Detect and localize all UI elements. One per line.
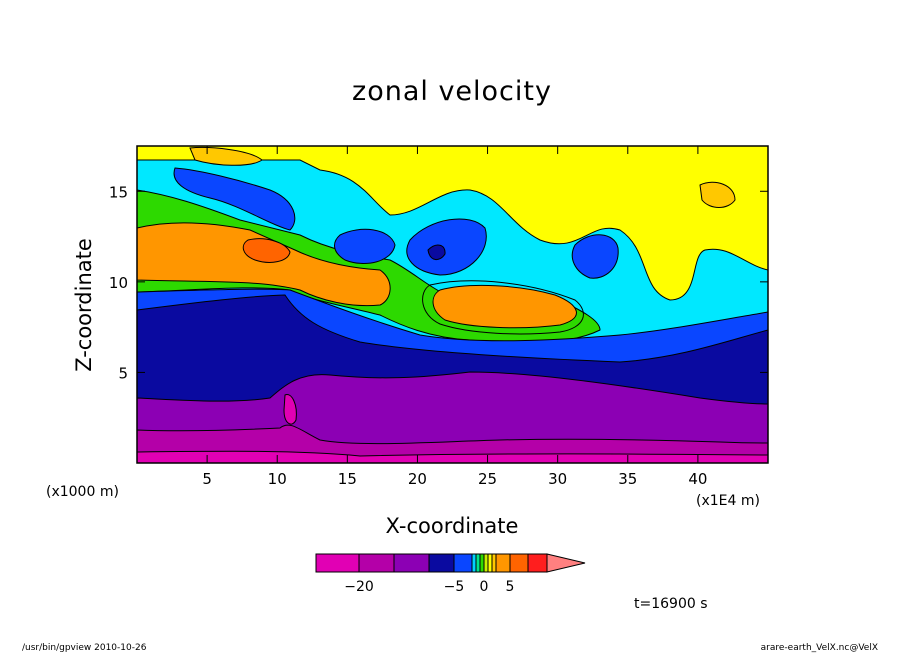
x-axis-unit-left: (x1000 m) bbox=[46, 484, 119, 500]
x-axis-label: X-coordinate bbox=[385, 514, 519, 538]
contour-region-pink-spot bbox=[283, 394, 297, 425]
x-tick-label: 15 bbox=[338, 470, 357, 488]
x-tick-label: 20 bbox=[408, 470, 427, 488]
contour-region-blue-blob-2 bbox=[406, 218, 487, 276]
colorbar-tick-label: 5 bbox=[506, 579, 515, 595]
colorbar-box bbox=[393, 553, 430, 573]
x-axis-unit-right: (x1E4 m) bbox=[696, 493, 760, 509]
contour-region-orange-left bbox=[137, 222, 391, 307]
colorbar-tick-label: −5 bbox=[444, 579, 465, 595]
x-tick-label: 10 bbox=[268, 470, 287, 488]
contour-region-pink-band bbox=[137, 450, 768, 463]
colorbar-box bbox=[487, 553, 493, 573]
contour-region-blue-blob-1 bbox=[334, 228, 396, 264]
x-tick-label: 25 bbox=[478, 470, 497, 488]
contour-fill-layer bbox=[137, 146, 768, 463]
colorbar-box bbox=[471, 553, 477, 573]
y-axis-ticks: 5 10 15 bbox=[109, 183, 768, 382]
contour-region-upper-yellow bbox=[137, 146, 768, 301]
colorbar: −20 −5 0 5 bbox=[315, 553, 586, 595]
colorbar-box bbox=[475, 553, 481, 573]
colorbar-box bbox=[527, 553, 548, 573]
colorbar-box bbox=[509, 553, 529, 573]
colorbar-arrow bbox=[546, 553, 586, 573]
y-tick-label: 15 bbox=[109, 183, 128, 201]
colorbar-box bbox=[483, 553, 489, 573]
colorbar-box bbox=[358, 553, 395, 573]
y-tick-label: 10 bbox=[109, 274, 128, 292]
colorbar-box bbox=[428, 553, 455, 573]
x-axis-ticks: 5 10 15 20 25 30 35 40 bbox=[202, 146, 707, 488]
colorbar-box bbox=[453, 553, 473, 573]
footer-left-text: /usr/bin/gpview 2010-10-26 bbox=[22, 643, 147, 653]
contour-region-orange-mid bbox=[432, 284, 577, 329]
colorbar-box bbox=[495, 553, 511, 573]
colorbar-tick-label: 0 bbox=[480, 579, 489, 595]
footer-right-text: arare-earth_VelX.nc@VelX bbox=[760, 643, 878, 653]
chart-title: zonal velocity bbox=[352, 76, 552, 107]
contour-region-blue-blob-3 bbox=[571, 234, 619, 279]
colorbar-box bbox=[315, 553, 360, 573]
time-annotation: t=16900 s bbox=[634, 596, 708, 612]
plot-frame bbox=[136, 145, 769, 464]
contour-region-orange-right bbox=[699, 181, 736, 208]
contour-region-red-core bbox=[242, 238, 291, 263]
colorbar-tick-label: −20 bbox=[344, 579, 374, 595]
colorbar-box bbox=[479, 553, 485, 573]
x-tick-label: 40 bbox=[688, 470, 707, 488]
contour-region-navy-blob-2 bbox=[427, 244, 446, 260]
contour-region-yellow-mid bbox=[422, 280, 584, 335]
colorbar-box bbox=[491, 553, 497, 573]
contour-region-orange-top bbox=[189, 147, 263, 166]
x-tick-label: 5 bbox=[202, 470, 212, 488]
x-tick-label: 30 bbox=[548, 470, 567, 488]
y-tick-label: 5 bbox=[118, 364, 128, 382]
y-axis-label: Z-coordinate bbox=[72, 238, 96, 372]
contour-region-blue-upper bbox=[173, 167, 296, 231]
x-tick-label: 35 bbox=[618, 470, 637, 488]
